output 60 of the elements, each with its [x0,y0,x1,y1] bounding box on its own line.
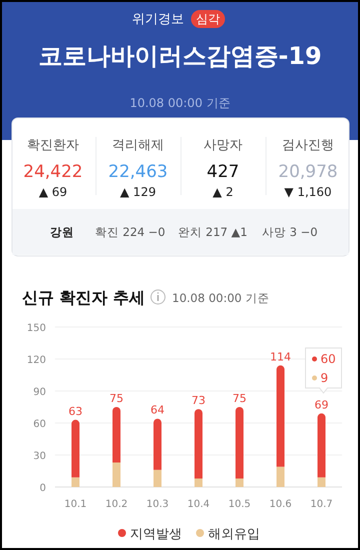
chart-title: 신규 확진자 추세 [22,288,146,307]
y-tick-label: 30 [33,451,46,462]
text: 10.08 00:00 기준 [130,96,230,110]
text: 확진환자 [27,138,79,153]
bar [72,420,80,478]
bar [236,407,244,478]
x-tick-label: 10.4 [187,499,210,510]
total-label: 63 [68,404,82,418]
annotation: 9 [320,371,328,385]
x-tick-label: 10.3 [146,499,169,510]
total-label: 73 [192,394,206,408]
y-tick-label: 60 [33,419,46,430]
text: 20,978 [278,162,338,182]
x-tick-label: 10.2 [105,499,128,510]
text: 심각 [196,12,220,26]
bar [154,418,162,470]
text: 완치 217 ▲1 [178,225,248,239]
annotation: 60 [320,352,336,366]
chart-subtitle: 10.08 00:00 기준 [172,291,270,305]
bar [72,477,80,487]
text: 24,422 [23,162,83,182]
total-label: 75 [110,392,124,405]
total-label: 69 [314,398,328,412]
text: 검사진행 [282,138,334,153]
text: 사망 3 −0 [262,225,318,239]
x-tick-label: 10.1 [64,499,87,510]
bar [154,470,162,487]
bar [112,462,120,487]
bar [276,365,284,467]
y-tick-label: 0 [40,483,46,494]
total-label: 75 [232,392,246,405]
x-tick-label: 10.7 [310,499,333,510]
total-label: 114 [270,350,291,364]
y-tick-label: 150 [26,323,46,334]
bar [194,478,202,487]
x-tick-label: 10.6 [269,499,292,510]
y-tick-label: 90 [33,387,46,398]
text: 코로나바이러스감염증-19 [38,42,322,70]
bar [194,409,202,478]
text: 22,463 [108,162,168,182]
text: 위기경보 [132,12,184,27]
y-tick-label: 120 [26,355,46,366]
bar [318,477,326,487]
legend-label: 해외유입 [208,527,260,542]
total-label: 64 [150,404,164,417]
text: 사망자 [204,138,242,153]
text: 격리해제 [112,138,164,153]
text: 확진 224 −0 [95,225,166,239]
text: ▼ 1,160 [284,185,332,199]
legend-label: 지역발생 [130,527,182,542]
text: 427 [206,162,240,182]
bar [236,478,244,487]
x-tick-label: 10.5 [228,499,251,510]
text: ▲ 129 [120,185,156,199]
bar [276,466,284,487]
text: 강원 [50,225,74,239]
text: ▲ 69 [38,185,68,199]
bar [112,407,120,462]
text: ▲ 2 [212,185,234,199]
bar [318,413,326,478]
